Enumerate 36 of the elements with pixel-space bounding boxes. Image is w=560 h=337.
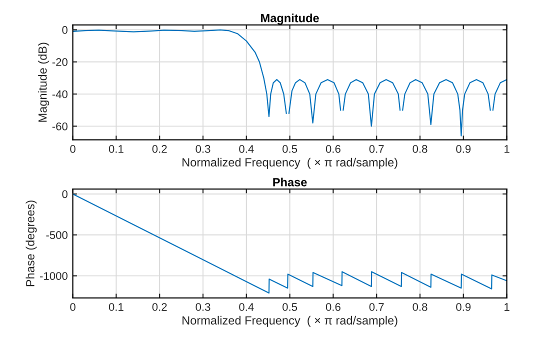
y-axis-title: Phase (degrees) <box>26 200 37 286</box>
x-tick-label: 1 <box>504 145 510 153</box>
x-axis-title: Normalized Frequency ( × π rad/sample) <box>182 316 398 327</box>
y-tick-label: -60 <box>52 122 68 130</box>
x-tick-label: 0.2 <box>152 145 167 153</box>
x-tick-label: 0.3 <box>196 145 210 153</box>
x-tick-label: 0.4 <box>239 145 254 153</box>
x-tick-label: 0.8 <box>412 303 428 311</box>
y-tick-label: -20 <box>52 58 68 66</box>
x-tick-label: 0.8 <box>412 145 428 153</box>
y-tick-label: 0 <box>62 190 68 198</box>
y-tick-label: -40 <box>52 90 68 98</box>
x-tick-label: 0.5 <box>282 145 298 153</box>
x-tick-label: 0.5 <box>282 303 298 311</box>
x-tick-label: 0.6 <box>326 303 340 311</box>
x-tick-label: 0.3 <box>196 303 210 311</box>
x-tick-label: 1 <box>504 303 510 311</box>
x-tick-label: 0.1 <box>108 145 124 153</box>
x-tick-label: 0.4 <box>239 303 254 311</box>
x-tick-label: 0 <box>70 303 76 311</box>
y-tick-label: -500 <box>46 231 68 240</box>
chart-title: Phase <box>273 178 307 186</box>
y-tick-label: -1000 <box>40 272 68 280</box>
y-axis-title: Magnitude (dB) <box>38 42 50 122</box>
line-series <box>72 193 507 294</box>
x-tick-label: 0.1 <box>108 303 124 311</box>
x-tick-label: 0.7 <box>369 303 384 311</box>
x-tick-label: 0.7 <box>369 145 384 153</box>
x-tick-label: 0.9 <box>456 303 471 311</box>
x-axis-title: Normalized Frequency ( × π rad/sample) <box>182 158 398 169</box>
chart-title: Magnitude <box>261 14 319 25</box>
x-tick-label: 0.9 <box>456 145 471 153</box>
x-tick-label: 0.2 <box>152 303 167 311</box>
x-tick-label: 0 <box>70 145 76 153</box>
x-tick-label: 0.6 <box>326 145 340 153</box>
y-tick-label: 0 <box>62 26 68 34</box>
